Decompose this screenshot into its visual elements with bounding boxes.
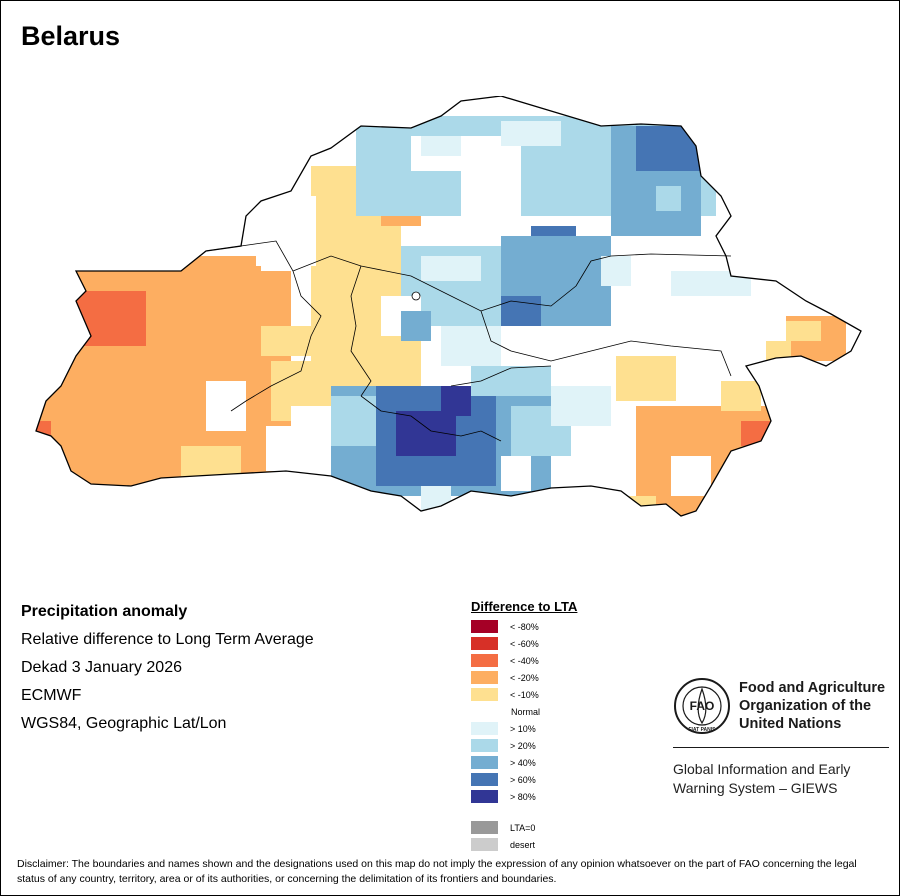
disclaimer: Disclaimer: The boundaries and names sho… — [17, 858, 857, 885]
fao-divider — [673, 747, 889, 748]
legend-extra-swatch — [471, 838, 498, 851]
giews-line-2: Warning System – GIEWS — [673, 780, 838, 796]
legend-class-row: Normal — [471, 703, 631, 720]
legend-class-row: > 20% — [471, 737, 631, 754]
legend-class-swatch — [471, 756, 498, 769]
fao-logo-icon: FAO FIAT PANIS — [674, 678, 730, 734]
legend-class-swatch — [471, 654, 498, 667]
legend: Difference to LTA < -80% < -60% < -40% < -2… — [471, 599, 631, 853]
giews-line-1: Global Information and Early — [673, 761, 851, 777]
legend-class-row: < -20% — [471, 669, 631, 686]
legend-class-label: > 40% — [510, 757, 536, 768]
legend-class-row: > 10% — [471, 720, 631, 737]
legend-class-swatch — [471, 790, 498, 803]
legend-extra-label: LTA=0 — [510, 822, 536, 833]
info-projection: WGS84, Geographic Lat/Lon — [21, 715, 227, 732]
fao-name-line-2: Organization of the — [739, 698, 872, 714]
fao-name-line-3: United Nations — [739, 716, 842, 732]
legend-extra-row: LTA=0 — [471, 819, 631, 836]
legend-class-row: > 40% — [471, 754, 631, 771]
legend-class-swatch — [471, 773, 498, 786]
legend-class-swatch — [471, 688, 498, 701]
legend-class-label: < -10% — [510, 689, 539, 700]
legend-title: Difference to LTA — [471, 599, 578, 614]
legend-class-label: > 80% — [510, 791, 536, 802]
legend-class-swatch — [471, 637, 498, 650]
map-info: Precipitation anomaly Relative differenc… — [21, 603, 314, 743]
fao-logo-motto: FIAT PANIS — [688, 727, 716, 733]
anomaly-map — [35, 96, 862, 517]
fao-name: Food and Agriculture Organization of the… — [739, 679, 885, 733]
legend-extra-swatch — [471, 821, 498, 834]
info-subtitle: Relative difference to Long Term Average — [21, 631, 314, 648]
legend-class-row: < -60% — [471, 635, 631, 652]
info-period: Dekad 3 January 2026 — [21, 659, 182, 676]
legend-class-label: < -40% — [510, 655, 539, 666]
legend-class-swatch — [471, 722, 498, 735]
fao-logo-text: FAO — [690, 699, 715, 713]
giews-name: Global Information and Early Warning Sys… — [673, 760, 889, 798]
legend-class-swatch — [471, 739, 498, 752]
legend-extra: LTA=0 desert — [471, 819, 631, 853]
legend-classes: < -80% < -60% < -40% < -20% < -10% Normal > 10… — [471, 618, 631, 805]
legend-class-label: > 60% — [510, 774, 536, 785]
legend-class-label: > 20% — [510, 740, 536, 751]
legend-class-label: > 10% — [510, 723, 536, 734]
legend-extra-row: desert — [471, 836, 631, 853]
legend-class-label: < -60% — [510, 638, 539, 649]
legend-class-row: < -40% — [471, 652, 631, 669]
legend-class-label: Normal — [511, 706, 541, 717]
info-source: ECMWF — [21, 687, 82, 704]
legend-extra-label: desert — [510, 839, 536, 850]
map-title: Belarus — [21, 21, 121, 51]
legend-class-label: < -20% — [510, 672, 539, 683]
anomaly-grid — [36, 96, 861, 516]
fao-branding: FAO FIAT PANIS Food and Agriculture Orga… — [673, 677, 889, 798]
legend-class-row: > 80% — [471, 788, 631, 805]
legend-class-swatch — [471, 620, 498, 633]
legend-class-swatch — [471, 671, 498, 684]
legend-class-row: < -10% — [471, 686, 631, 703]
info-heading: Precipitation anomaly — [21, 603, 188, 620]
country-border — [35, 96, 862, 517]
legend-class-row: > 60% — [471, 771, 631, 788]
legend-class-row: < -80% — [471, 618, 631, 635]
legend-class-label: < -80% — [510, 621, 539, 632]
fao-name-line-1: Food and Agriculture — [739, 680, 886, 696]
